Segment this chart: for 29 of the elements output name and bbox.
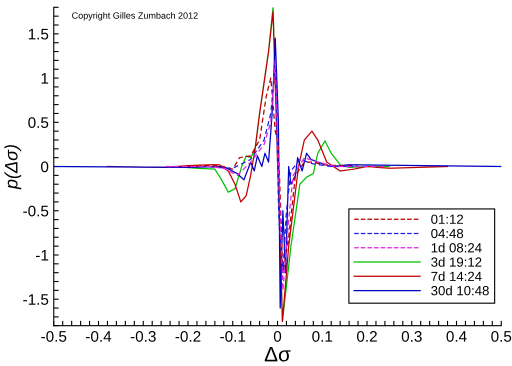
y-tick-label: 0 <box>41 161 48 172</box>
y-tick-label: -1 <box>36 250 48 261</box>
x-tick-label: 0 <box>274 331 282 342</box>
x-tick-label: -0.2 <box>176 331 200 342</box>
line-series <box>54 38 502 309</box>
legend-label: 01:12 <box>431 214 464 224</box>
x-tick-label: -0.4 <box>86 331 112 342</box>
y-tick-label: 1 <box>42 73 48 84</box>
x-tick-label: 0.4 <box>446 331 467 342</box>
x-tick-label: 0.3 <box>402 331 422 342</box>
x-tick-label: -0.3 <box>130 331 156 342</box>
legend-label: 04:48 <box>431 228 464 238</box>
legend-label: 30d 10:48 <box>431 286 489 296</box>
legend-label: 7d 14:24 <box>431 271 482 282</box>
x-tick-label: -0.1 <box>220 331 246 342</box>
x-tick-label: 0.5 <box>491 331 512 342</box>
x-tick-label: 0.2 <box>356 331 377 342</box>
y-axis-title: p(Δσ) <box>4 145 22 190</box>
y-tick-label: 1.5 <box>28 28 48 40</box>
line-series <box>165 60 386 291</box>
y-tick-label: -1.5 <box>23 294 48 305</box>
x-tick-label: 0.1 <box>312 331 332 342</box>
y-tick-label: -0.5 <box>23 206 48 216</box>
y-tick-label: 0.5 <box>28 117 48 128</box>
legend-label: 3d 19:12 <box>431 257 482 267</box>
legend-label: 1d 08:24 <box>432 242 482 252</box>
line-series <box>200 64 354 274</box>
annotation: Copyright Gilles Zumbach 2012 <box>72 12 198 21</box>
x-axis-title: Δσ <box>264 346 291 362</box>
